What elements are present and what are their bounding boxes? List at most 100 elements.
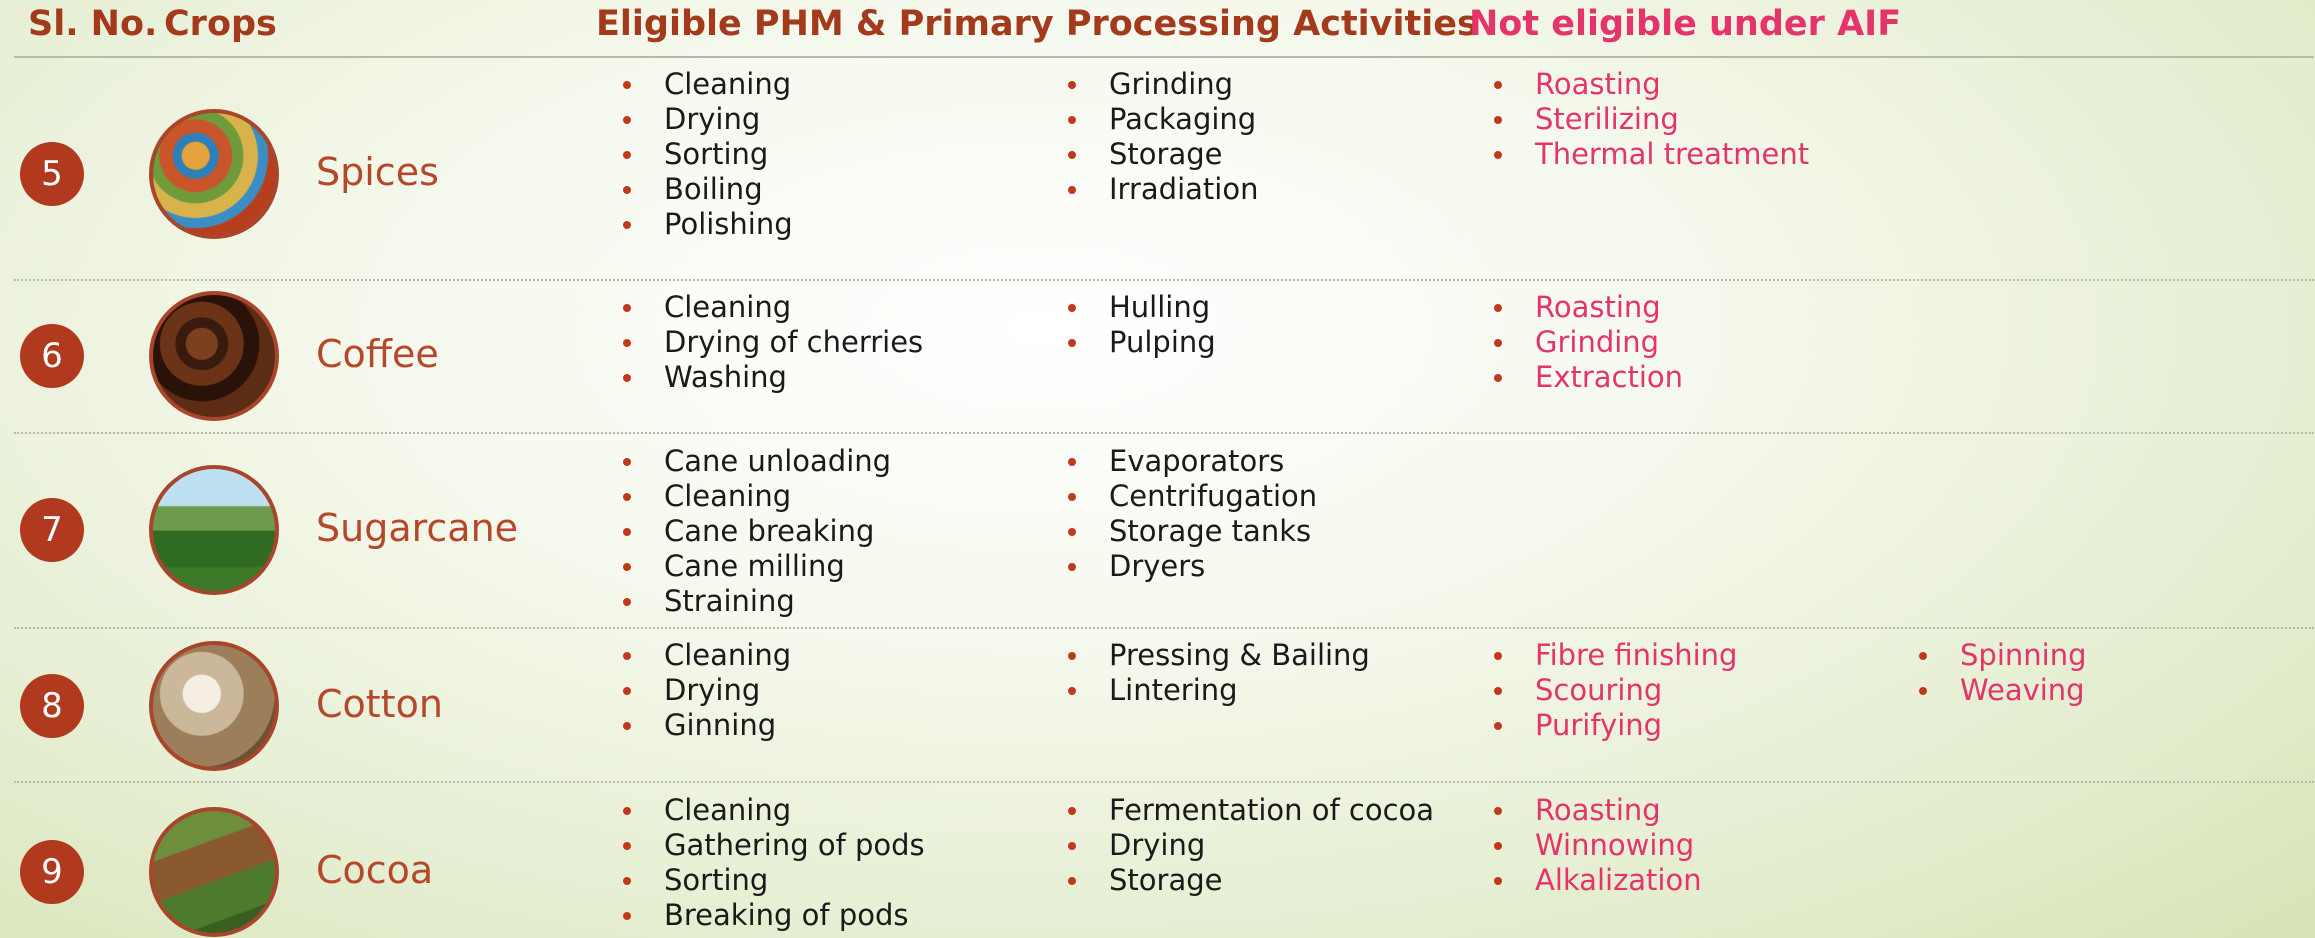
bullet: [623, 877, 631, 885]
ineligible-item: Roasting: [1535, 793, 1661, 827]
eligible-item: Gathering of pods: [664, 828, 925, 862]
eligible-item: Dryers: [1109, 549, 1206, 583]
crop-name: Coffee: [316, 332, 439, 376]
crop-photo: [149, 641, 279, 771]
bullet: [623, 722, 631, 730]
eligible-item: Polishing: [664, 207, 793, 241]
eligible-item: Evaporators: [1109, 444, 1285, 478]
bullet: [1068, 339, 1076, 347]
eligible-item: Ginning: [664, 708, 777, 742]
bullet: [1494, 304, 1502, 312]
bullet: [1494, 877, 1502, 885]
eligible-item: Cleaning: [664, 67, 792, 101]
eligible-item: Drying: [664, 102, 761, 136]
bullet: [1068, 116, 1076, 124]
bullet: [1494, 339, 1502, 347]
bullet: [1919, 687, 1927, 695]
ineligible-item: Scouring: [1535, 673, 1663, 707]
bullet: [623, 842, 631, 850]
bullet: [623, 493, 631, 501]
eligible-item: Lintering: [1109, 673, 1238, 707]
bullet: [1068, 877, 1076, 885]
ineligible-item: Sterilizing: [1535, 102, 1679, 136]
row-separator: [14, 627, 2314, 629]
bullet: [1494, 807, 1502, 815]
bullet: [1919, 652, 1927, 660]
bullet: [1068, 81, 1076, 89]
bullet: [623, 221, 631, 229]
row-number: 6: [20, 324, 84, 388]
header-crops: Crops: [164, 4, 277, 44]
bullet: [623, 374, 631, 382]
bullet: [623, 458, 631, 466]
bullet: [1494, 151, 1502, 159]
row-separator: [14, 432, 2314, 434]
bullet: [623, 687, 631, 695]
eligible-item: Drying: [1109, 828, 1206, 862]
bullet: [1494, 116, 1502, 124]
eligible-item: Drying: [664, 673, 761, 707]
eligible-item: Pressing & Bailing: [1109, 638, 1370, 672]
bullet: [623, 186, 631, 194]
bullet: [623, 652, 631, 660]
crop-name: Cocoa: [316, 848, 434, 892]
bullet: [1068, 186, 1076, 194]
eligible-item: Drying of cherries: [664, 325, 924, 359]
eligible-item: Irradiation: [1109, 172, 1259, 206]
eligible-item: Sorting: [664, 863, 769, 897]
crop-photo: [149, 109, 279, 239]
row-number: 9: [20, 840, 84, 904]
bullet: [1068, 563, 1076, 571]
eligible-item: Cane breaking: [664, 514, 875, 548]
ineligible-item: Spinning: [1960, 638, 2087, 672]
eligible-item: Centrifugation: [1109, 479, 1318, 513]
crop-photo: [149, 807, 279, 937]
ineligible-item: Roasting: [1535, 67, 1661, 101]
ineligible-item: Grinding: [1535, 325, 1660, 359]
eligible-item: Storage tanks: [1109, 514, 1312, 548]
bullet: [1068, 652, 1076, 660]
crop-name: Cotton: [316, 682, 443, 726]
eligible-item: Breaking of pods: [664, 898, 909, 932]
crop-photo: [149, 465, 279, 595]
ineligible-item: Winnowing: [1535, 828, 1695, 862]
eligible-item: Cleaning: [664, 793, 792, 827]
header-sl-no: Sl. No.: [28, 4, 158, 44]
ineligible-item: Fibre finishing: [1535, 638, 1738, 672]
bullet: [623, 912, 631, 920]
ineligible-item: Extraction: [1535, 360, 1684, 394]
bullet: [1068, 458, 1076, 466]
header-rule: [14, 56, 2314, 58]
ineligible-item: Weaving: [1960, 673, 2085, 707]
crop-photo: [149, 291, 279, 421]
bullet: [623, 339, 631, 347]
eligible-item: Grinding: [1109, 67, 1234, 101]
bullet: [1068, 807, 1076, 815]
eligible-item: Cane milling: [664, 549, 845, 583]
eligible-item: Pulping: [1109, 325, 1216, 359]
bullet: [623, 807, 631, 815]
bullet: [623, 116, 631, 124]
bullet: [1068, 842, 1076, 850]
eligible-item: Cleaning: [664, 638, 792, 672]
bullet: [1068, 687, 1076, 695]
eligible-item: Boiling: [664, 172, 763, 206]
ineligible-item: Thermal treatment: [1535, 137, 1810, 171]
row-number: 7: [20, 498, 84, 562]
bullet: [1494, 687, 1502, 695]
row-number: 8: [20, 674, 84, 738]
bullet: [1494, 81, 1502, 89]
eligible-item: Fermentation of cocoa: [1109, 793, 1435, 827]
crop-name: Sugarcane: [316, 506, 519, 550]
eligible-item: Straining: [664, 584, 795, 618]
eligible-item: Packaging: [1109, 102, 1257, 136]
bullet: [1068, 528, 1076, 536]
bullet: [1068, 151, 1076, 159]
bullet: [623, 304, 631, 312]
eligible-item: Storage: [1109, 137, 1223, 171]
bullet: [1494, 652, 1502, 660]
ineligible-item: Roasting: [1535, 290, 1661, 324]
header-eligible: Eligible PHM & Primary Processing Activi…: [596, 4, 1478, 44]
ineligible-item: Alkalization: [1535, 863, 1702, 897]
